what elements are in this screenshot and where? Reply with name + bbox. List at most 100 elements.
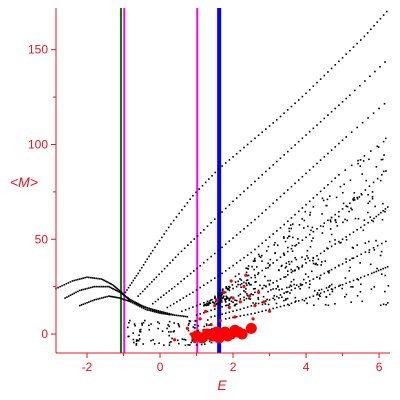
black-point bbox=[250, 221, 253, 224]
black-point bbox=[321, 213, 323, 215]
black-point bbox=[191, 338, 194, 341]
black-point bbox=[217, 291, 220, 294]
black-point bbox=[372, 246, 375, 249]
black-point bbox=[135, 274, 138, 277]
black-point bbox=[261, 287, 264, 290]
black-point bbox=[117, 290, 120, 293]
black-point bbox=[319, 159, 322, 161]
black-point bbox=[276, 280, 278, 282]
black-point bbox=[276, 295, 278, 298]
black-point bbox=[187, 344, 189, 346]
black-point bbox=[290, 280, 293, 283]
black-point bbox=[309, 211, 312, 214]
black-point bbox=[345, 236, 347, 238]
black-point bbox=[73, 279, 76, 282]
black-point bbox=[386, 302, 389, 304]
black-point bbox=[289, 292, 291, 294]
black-point bbox=[370, 272, 373, 275]
black-point bbox=[224, 243, 227, 246]
black-point bbox=[139, 328, 142, 331]
black-point bbox=[159, 310, 161, 313]
black-point bbox=[178, 324, 180, 326]
black-point bbox=[150, 339, 152, 342]
black-point bbox=[239, 259, 242, 262]
black-point bbox=[273, 244, 275, 246]
black-point bbox=[187, 329, 190, 332]
black-point bbox=[140, 306, 143, 309]
black-point bbox=[194, 320, 197, 322]
black-point bbox=[384, 208, 387, 210]
black-point bbox=[127, 286, 130, 289]
black-point bbox=[117, 288, 120, 291]
black-point bbox=[382, 210, 384, 212]
black-point bbox=[235, 152, 238, 155]
black-point bbox=[152, 339, 154, 341]
black-point bbox=[221, 165, 223, 167]
black-point bbox=[272, 122, 274, 124]
black-point bbox=[279, 195, 282, 198]
black-point bbox=[93, 277, 96, 279]
black-point bbox=[175, 216, 178, 218]
black-point bbox=[235, 197, 238, 199]
black-point bbox=[330, 180, 333, 183]
black-point bbox=[197, 329, 199, 332]
black-point bbox=[239, 293, 242, 296]
black-point bbox=[173, 314, 176, 316]
black-point bbox=[310, 270, 313, 273]
black-point bbox=[130, 282, 133, 284]
black-point bbox=[294, 144, 296, 146]
black-point bbox=[111, 283, 114, 286]
black-point bbox=[67, 295, 70, 297]
black-point bbox=[139, 292, 142, 295]
black-point bbox=[307, 257, 309, 259]
black-point bbox=[261, 254, 263, 257]
black-point bbox=[368, 185, 371, 187]
black-point bbox=[188, 293, 191, 296]
y-tick-label: 100 bbox=[28, 137, 48, 151]
black-point bbox=[217, 314, 220, 316]
black-point bbox=[380, 158, 383, 161]
black-point bbox=[230, 296, 233, 298]
black-point bbox=[251, 265, 253, 268]
black-point bbox=[294, 301, 296, 303]
black-point bbox=[290, 285, 293, 288]
red-point bbox=[233, 315, 237, 319]
x-tick-label: -2 bbox=[82, 360, 93, 374]
black-point bbox=[338, 60, 340, 63]
black-point bbox=[148, 328, 151, 331]
black-point bbox=[261, 310, 264, 313]
black-point bbox=[283, 292, 285, 295]
black-point bbox=[290, 247, 293, 250]
black-point bbox=[235, 262, 238, 264]
black-point bbox=[224, 207, 227, 210]
black-point bbox=[312, 85, 315, 87]
black-point bbox=[359, 262, 361, 264]
black-point bbox=[330, 268, 333, 271]
black-point bbox=[239, 149, 242, 152]
black-point bbox=[165, 229, 168, 232]
black-point bbox=[295, 300, 297, 302]
black-point bbox=[288, 230, 291, 233]
black-point bbox=[150, 310, 152, 312]
black-point bbox=[167, 324, 169, 326]
black-point bbox=[139, 269, 141, 272]
axes bbox=[51, 8, 390, 358]
black-point bbox=[381, 218, 384, 221]
black-point bbox=[151, 310, 154, 313]
black-point bbox=[228, 317, 231, 319]
black-point bbox=[349, 94, 351, 96]
black-point bbox=[252, 288, 255, 290]
black-point bbox=[285, 291, 287, 293]
black-point bbox=[265, 170, 267, 173]
black-point bbox=[142, 343, 144, 345]
black-point bbox=[327, 304, 330, 307]
black-point bbox=[126, 326, 129, 329]
black-point bbox=[148, 324, 150, 327]
black-point bbox=[344, 169, 347, 171]
black-point bbox=[119, 291, 121, 294]
black-point bbox=[224, 299, 227, 302]
black-point bbox=[324, 303, 327, 306]
black-point bbox=[217, 214, 220, 217]
black-point bbox=[157, 310, 160, 312]
black-point bbox=[320, 264, 323, 266]
